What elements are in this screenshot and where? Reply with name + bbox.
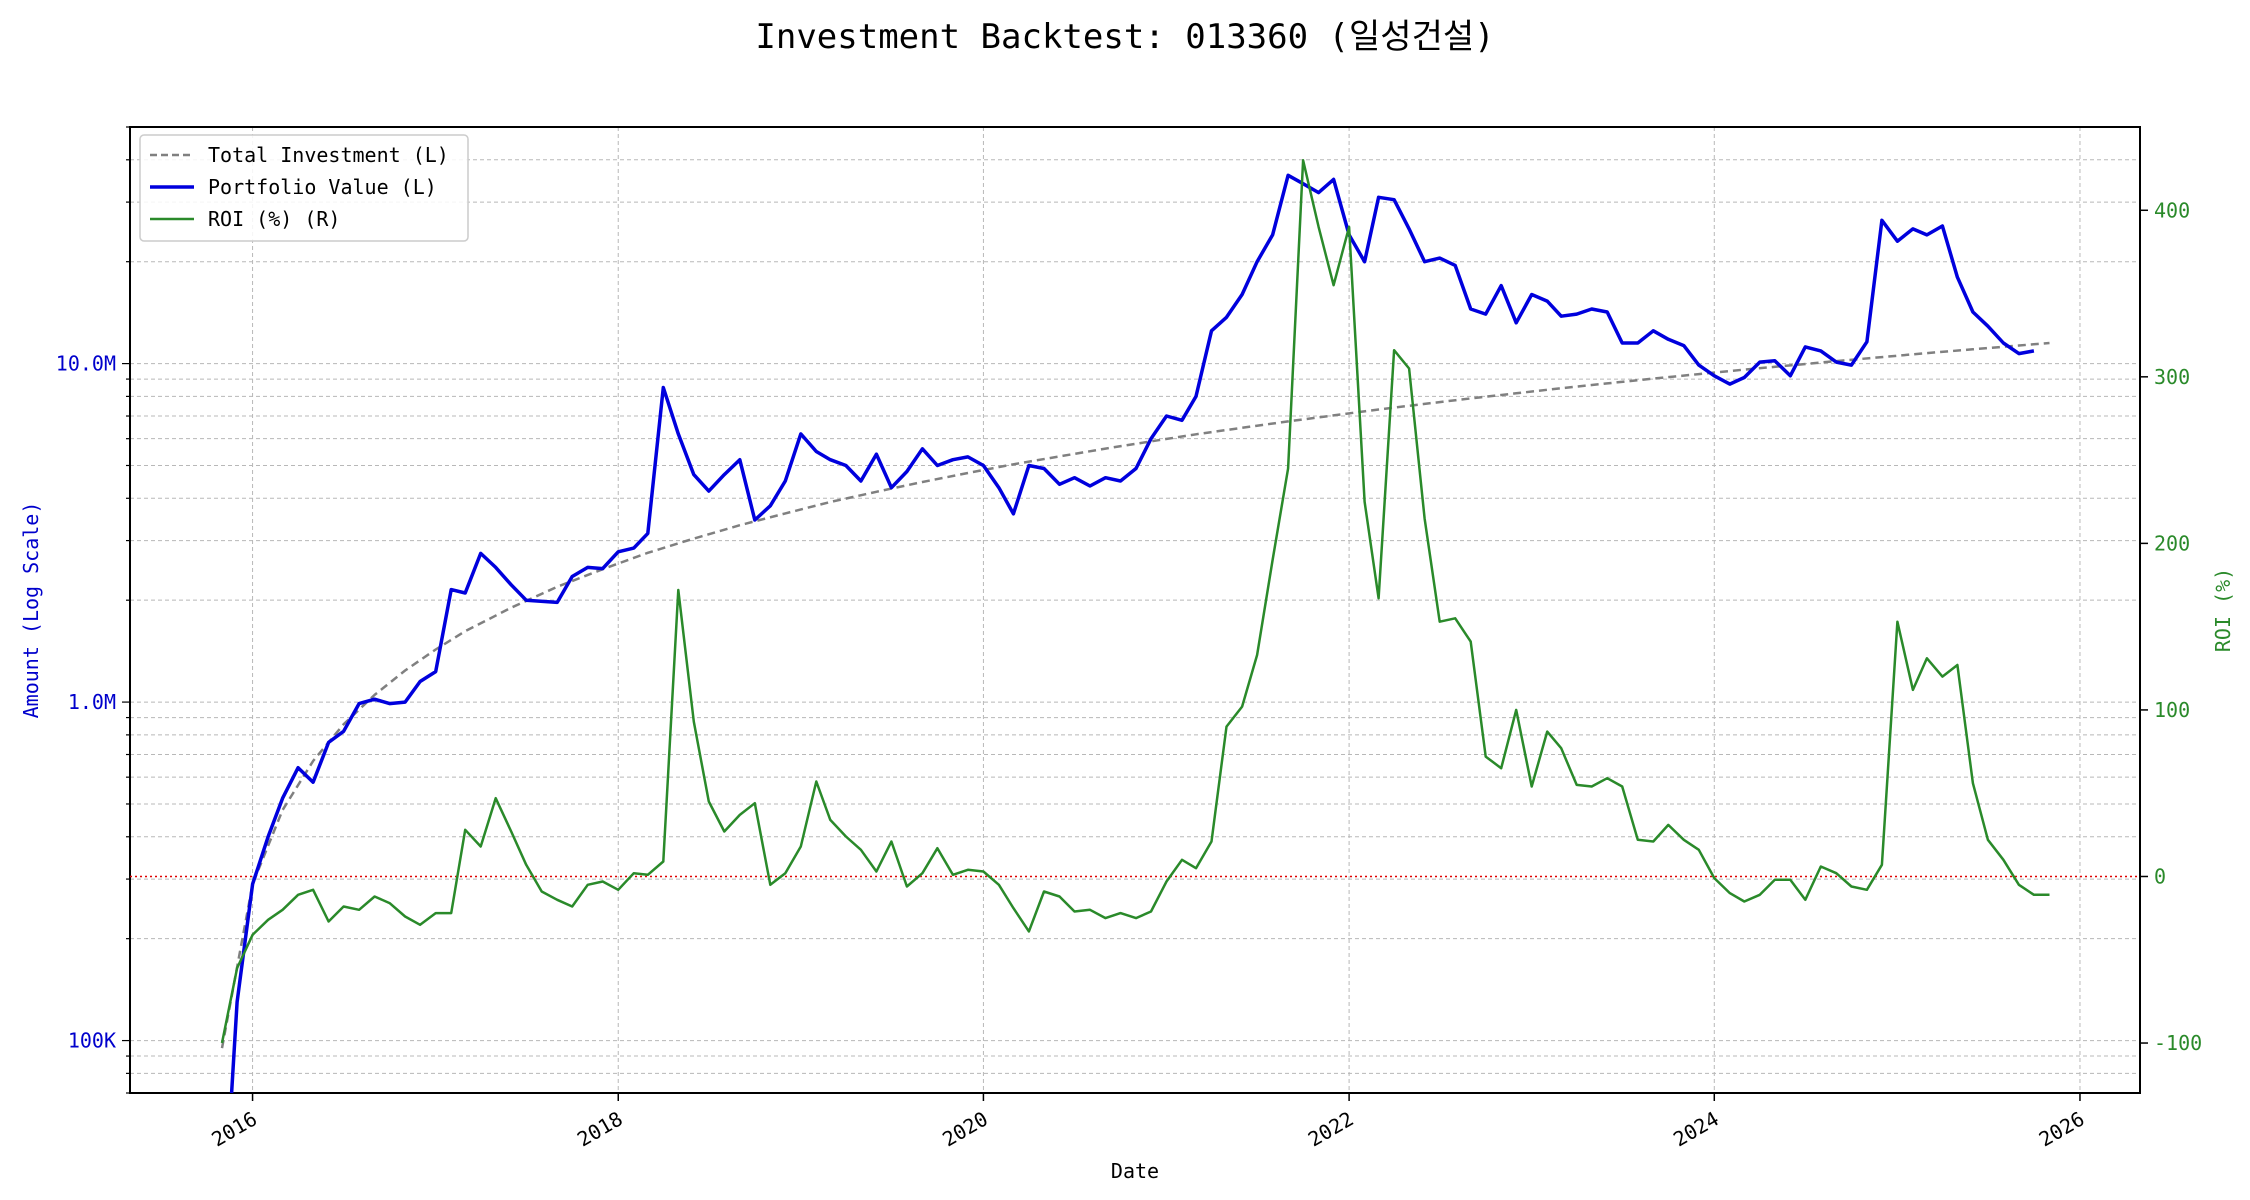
y-left-tick-label: 1.0M	[68, 690, 116, 714]
y-left-tick-label: 10.0M	[56, 352, 116, 376]
x-tick-label: 2020	[938, 1107, 992, 1152]
y-left-tick-label: 100K	[68, 1029, 116, 1053]
y-left-axis-label: Amount (Log Scale)	[19, 502, 43, 719]
legend-label-total-investment: Total Investment (L)	[208, 143, 449, 167]
roi-line	[220, 159, 2050, 1044]
y-right-tick-label: 0	[2154, 864, 2166, 888]
portfolio-value-line	[229, 173, 2035, 1094]
legend: Total Investment (L) Portfolio Value (L)…	[139, 134, 469, 242]
legend-label-roi: ROI (%) (R)	[208, 207, 340, 231]
total-investment-line	[220, 341, 2050, 1049]
grid-layer	[130, 126, 2140, 1094]
x-tick-label: 2016	[207, 1107, 261, 1152]
y-right-tick-label: 100	[2154, 698, 2190, 722]
x-tick-label: 2026	[2035, 1107, 2089, 1152]
legend-box	[139, 134, 469, 242]
x-tick-label: 2024	[1669, 1107, 1723, 1152]
chart-title: Investment Backtest: 013360 (일성건설)	[755, 17, 1494, 57]
y-right-tick-label: 300	[2154, 365, 2190, 389]
y-right-tick-label: 200	[2154, 531, 2190, 555]
y-right-tick-label: -100	[2154, 1031, 2202, 1055]
x-axis-label: Date	[1111, 1159, 1159, 1183]
x-tick-label: 2018	[573, 1107, 627, 1152]
plot-frame	[129, 126, 2141, 1094]
x-tick-label: 2022	[1304, 1107, 1358, 1152]
legend-label-portfolio-value: Portfolio Value (L)	[208, 175, 437, 199]
y-right-tick-label: 400	[2154, 198, 2190, 222]
ticks-layer: 2016 2018 2020 2022 2024 2026 100K 1.0M 10.0M -10…	[56, 126, 2202, 1152]
series-layer	[220, 159, 2050, 1094]
y-right-axis-label: ROI (%)	[2211, 568, 2235, 652]
